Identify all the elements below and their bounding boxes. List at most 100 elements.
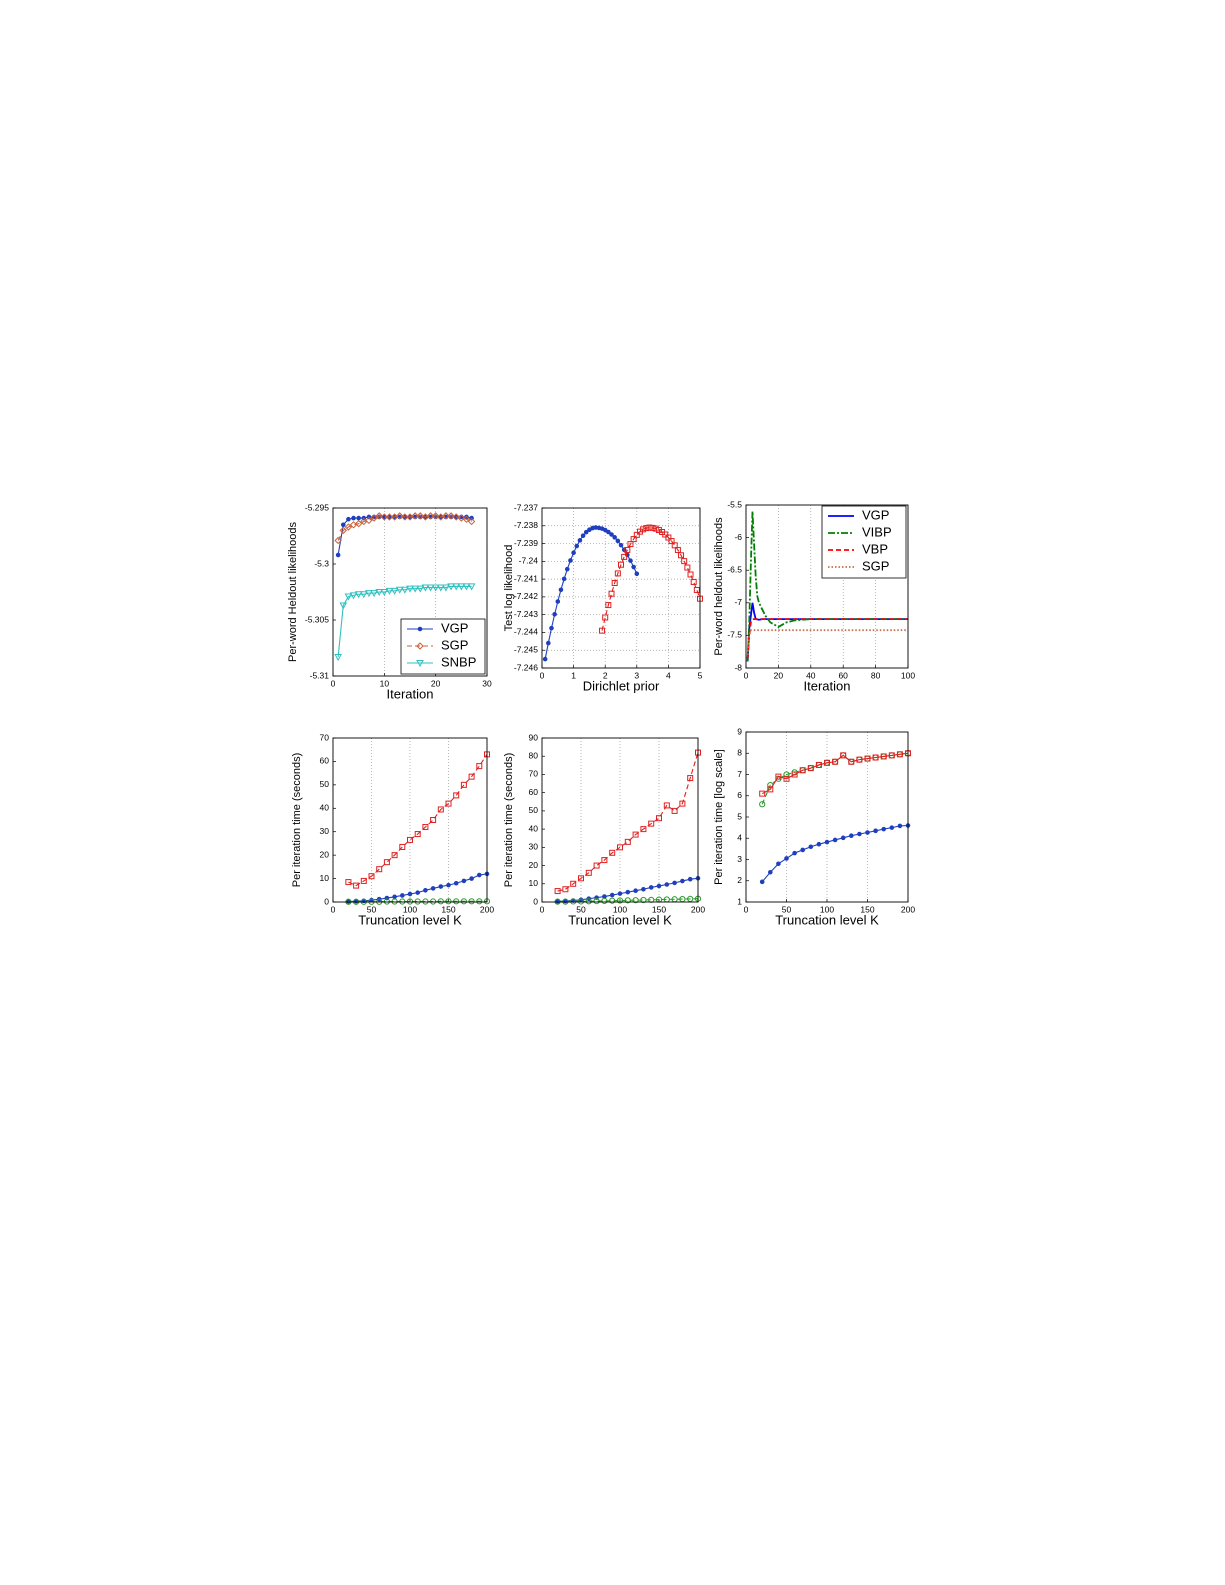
marker [546, 640, 551, 646]
marker [430, 886, 436, 891]
y-tick-label: -5.305 [305, 614, 329, 624]
marker [442, 584, 450, 592]
marker [549, 625, 554, 631]
marker [664, 882, 670, 887]
legend-label: VGP [441, 620, 468, 635]
marker [583, 529, 589, 535]
x-tick-label: 150 [860, 904, 874, 914]
marker [580, 533, 586, 539]
marker [856, 756, 863, 763]
marker [624, 838, 631, 845]
axes-frame [541, 507, 701, 669]
y-tick-label: 70 [320, 732, 330, 742]
marker [593, 862, 600, 869]
marker [407, 891, 413, 897]
marker [646, 524, 653, 531]
marker [442, 512, 450, 520]
legend-label: VGP [862, 507, 889, 522]
marker [608, 590, 615, 597]
marker [334, 653, 342, 662]
marker [574, 543, 580, 549]
marker [416, 642, 424, 650]
marker [447, 583, 455, 591]
marker [609, 849, 616, 856]
x-axis-label: Truncation level K [568, 912, 672, 927]
marker [462, 515, 471, 523]
marker [346, 516, 351, 522]
marker [775, 773, 782, 780]
marker [415, 890, 421, 895]
marker [848, 758, 855, 765]
marker [656, 883, 662, 889]
x-tick-label: 50 [576, 904, 586, 914]
marker [370, 514, 378, 522]
legend-label: VBP [862, 541, 888, 556]
marker [426, 512, 435, 520]
y-tick-label: -7.243 [514, 609, 538, 619]
marker [365, 590, 373, 598]
series-line [348, 754, 488, 887]
x-tick-label: 80 [871, 670, 881, 680]
y-tick-label: 5 [737, 811, 742, 821]
marker [693, 586, 700, 593]
marker [640, 526, 647, 533]
marker [643, 525, 650, 532]
legend: VGP SGP SNBP [400, 618, 486, 675]
x-tick-label: 50 [782, 904, 792, 914]
legend: VGP VIBP VBP SGP [821, 505, 907, 579]
y-tick-label: 20 [529, 860, 539, 870]
y-tick-label: -7.238 [514, 520, 538, 530]
y-axis-label: Per-word Heldout likelihoods [287, 521, 299, 662]
y-tick-label: 40 [529, 823, 539, 833]
x-tick-label: 200 [901, 904, 915, 914]
marker [792, 850, 797, 856]
marker [767, 786, 774, 793]
x-tick-label: 0 [540, 904, 545, 914]
marker [390, 587, 399, 595]
x-tick-label: 40 [806, 670, 816, 680]
marker [461, 878, 467, 884]
marker [799, 767, 806, 774]
marker [897, 823, 903, 829]
y-tick-label: 7 [737, 769, 742, 779]
marker [430, 817, 437, 823]
marker [593, 897, 600, 905]
marker [601, 897, 608, 905]
axes-frame [745, 504, 909, 669]
y-tick-label: 10 [529, 878, 539, 888]
y-tick-label: 60 [320, 756, 330, 766]
marker [570, 898, 577, 905]
marker [578, 875, 584, 882]
x-tick-label: 200 [691, 904, 705, 914]
marker [353, 882, 360, 889]
legend-label: SNBP [441, 654, 476, 669]
marker [627, 541, 634, 548]
marker [344, 593, 353, 601]
marker [339, 602, 348, 610]
y-tick-label: 9 [737, 726, 742, 736]
axes-frame [332, 737, 488, 903]
marker [437, 898, 444, 905]
marker [400, 893, 405, 898]
marker [816, 841, 822, 847]
x-tick-label: 30 [482, 678, 492, 688]
marker [865, 830, 870, 835]
marker [634, 571, 640, 577]
marker [656, 815, 662, 822]
marker [641, 886, 646, 892]
y-tick-label: 80 [529, 750, 539, 760]
marker [624, 897, 631, 904]
marker [422, 824, 429, 831]
marker [618, 561, 624, 568]
marker [832, 758, 839, 765]
marker [577, 538, 583, 543]
x-tick-label: 100 [901, 670, 915, 680]
marker [759, 801, 766, 808]
marker [674, 546, 681, 553]
marker [468, 898, 475, 905]
y-tick-label: 2 [737, 875, 742, 885]
marker [880, 753, 887, 760]
y-tick-label: 20 [320, 849, 330, 859]
marker [625, 889, 631, 895]
